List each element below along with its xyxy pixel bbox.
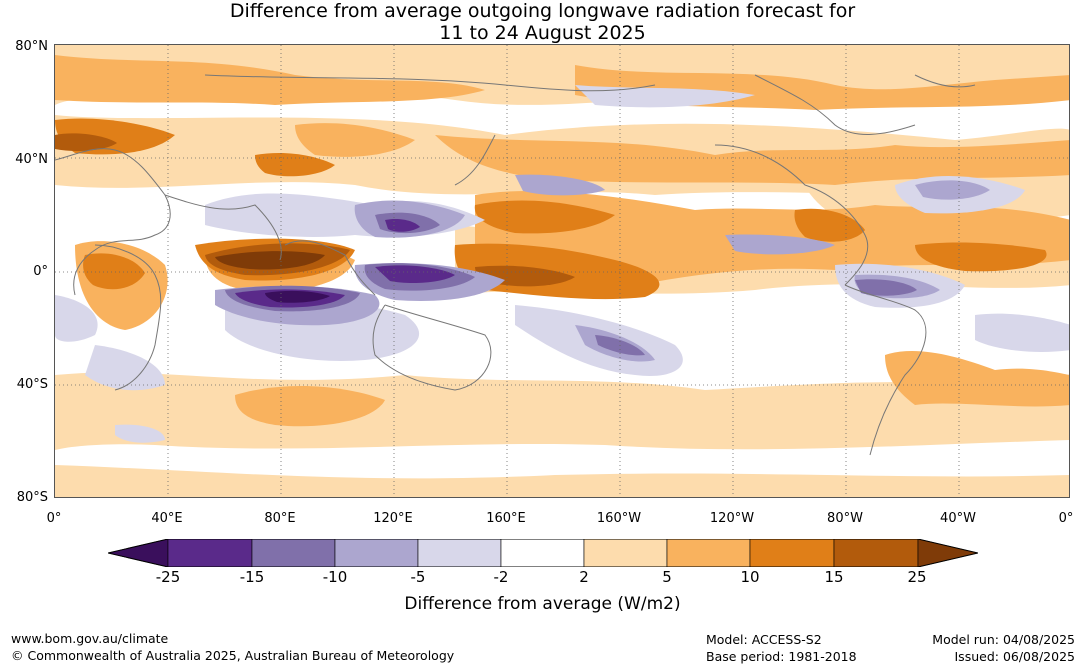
colorbar-seg-3 [334,538,419,568]
colorbar-seg-9 [833,538,919,568]
lon-label-120w: 120°W [709,511,755,526]
colorbar-seg-10 [917,538,979,568]
model-run-text: Model run: 04/08/2025 [932,632,1075,647]
colorbar-tick-minus15: -15 [239,568,265,586]
colorbar-tick-5: 5 [662,568,672,586]
olr-anomaly-map [54,44,1070,498]
lon-label-80e: 80°E [264,511,296,526]
colorbar-seg-2 [251,538,336,568]
lon-label-160e: 160°E [486,511,526,526]
lon-label-0-right: 0° [1058,511,1074,526]
model-text: Model: ACCESS-S2 [706,632,822,647]
colorbar-title: Difference from average (W/m2) [404,594,681,614]
anomaly-above-25 [215,251,325,270]
lat-label-0: 0° [33,264,48,279]
base-period-text: Base period: 1981-2018 [706,649,857,664]
website-link[interactable]: www.bom.gov.au/climate [11,631,169,646]
colorbar-seg-5 [500,538,585,568]
colorbar-seg-4 [417,538,502,568]
lat-label-80n: 80°N [15,39,48,54]
colorbar-tick-minus5: -5 [410,568,426,586]
lon-label-160w: 160°W [596,511,642,526]
colorbar-tick-minus2: -2 [493,568,509,586]
lon-label-80w: 80°W [827,511,863,526]
colorbar-seg-1 [167,538,253,568]
map-title: Difference from average outgoing longwav… [0,0,1085,44]
footer-left: www.bom.gov.au/climate © Commonwealth of… [11,630,454,664]
colorbar-seg-6 [583,538,668,568]
colorbar-tick-minus10: -10 [322,568,348,586]
graticule [55,45,1069,497]
footer-middle: Model: ACCESS-S2 Base period: 1981-2018 [706,631,857,665]
colorbar-tick-15: 15 [824,568,844,586]
title-line-1: Difference from average outgoing longwav… [229,0,856,22]
title-line-2: 11 to 24 August 2025 [439,22,646,44]
coastlines [55,74,976,456]
anomaly-5-to-10 [55,55,1069,427]
lon-label-120e: 120°E [373,511,413,526]
lat-label-40s: 40°S [16,377,48,392]
lon-label-0-left: 0° [46,511,62,526]
colorbar-tick-2: 2 [579,568,589,586]
footer-right: Model run: 04/08/2025 Issued: 06/08/2025 [932,631,1075,665]
colorbar-tick-10: 10 [740,568,760,586]
colorbar-tick-minus25: -25 [155,568,181,586]
colorbar [107,538,979,568]
copyright-text: © Commonwealth of Australia 2025, Austra… [11,648,455,663]
colorbar-seg-8 [749,538,835,568]
colorbar-tick-25: 25 [907,568,927,586]
colorbar-seg-7 [666,538,751,568]
issued-text: Issued: 06/08/2025 [954,649,1076,664]
lon-label-40e: 40°E [151,511,183,526]
lat-label-80s: 80°S [16,490,48,505]
colorbar-seg-0 [107,538,169,568]
lon-label-40w: 40°W [940,511,976,526]
lat-label-40n: 40°N [15,152,48,167]
